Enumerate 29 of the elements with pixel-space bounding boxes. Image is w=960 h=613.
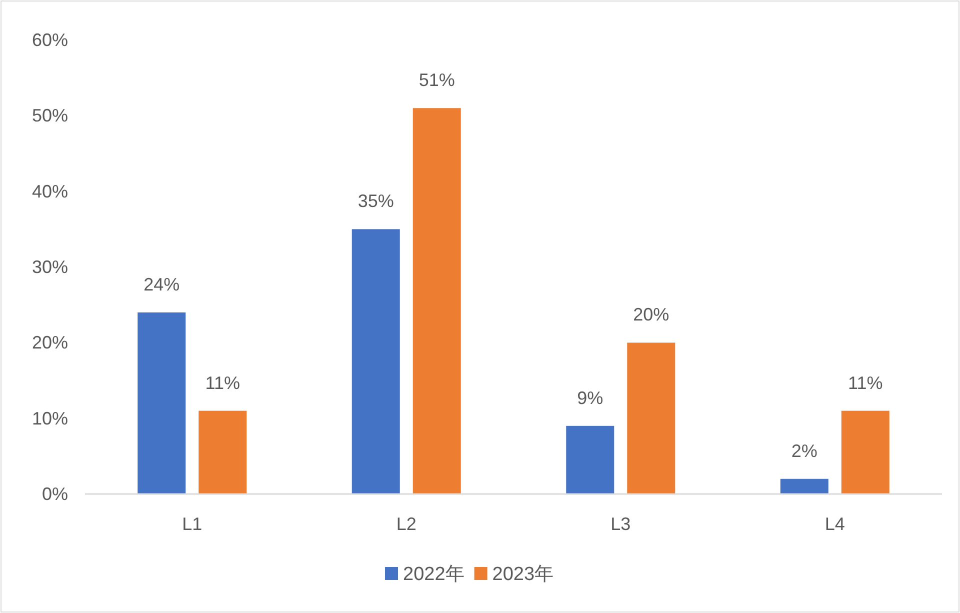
data-label: 24% [144, 274, 180, 294]
data-label: 20% [633, 304, 670, 325]
y-tick-label: 50% [32, 106, 68, 126]
bar [780, 478, 828, 494]
x-tick-label: L1 [182, 514, 202, 534]
y-tick-label: 60% [32, 30, 68, 50]
data-label: 11% [205, 372, 240, 393]
y-tick-label: 40% [32, 181, 68, 202]
y-tick-label: 10% [32, 408, 68, 428]
x-tick-label: L4 [824, 514, 845, 534]
data-label: 2% [791, 440, 818, 461]
bar [412, 108, 461, 494]
data-label: 35% [358, 191, 394, 212]
bar [566, 426, 614, 494]
x-tick-label: L2 [396, 514, 416, 534]
bar [841, 410, 890, 494]
data-label: 11% [848, 372, 883, 393]
bar [627, 342, 676, 494]
data-label: 51% [418, 70, 455, 90]
y-tick-label: 30% [32, 257, 68, 277]
y-tick-label: 0% [42, 484, 68, 504]
data-label: 9% [577, 388, 604, 408]
legend-label: 2022年 [403, 564, 464, 585]
bar [352, 229, 400, 494]
bar [138, 312, 186, 494]
y-tick-label: 20% [32, 332, 68, 353]
legend-label: 2023年 [492, 564, 554, 585]
bar [198, 410, 247, 494]
x-tick-label: L3 [610, 514, 631, 534]
